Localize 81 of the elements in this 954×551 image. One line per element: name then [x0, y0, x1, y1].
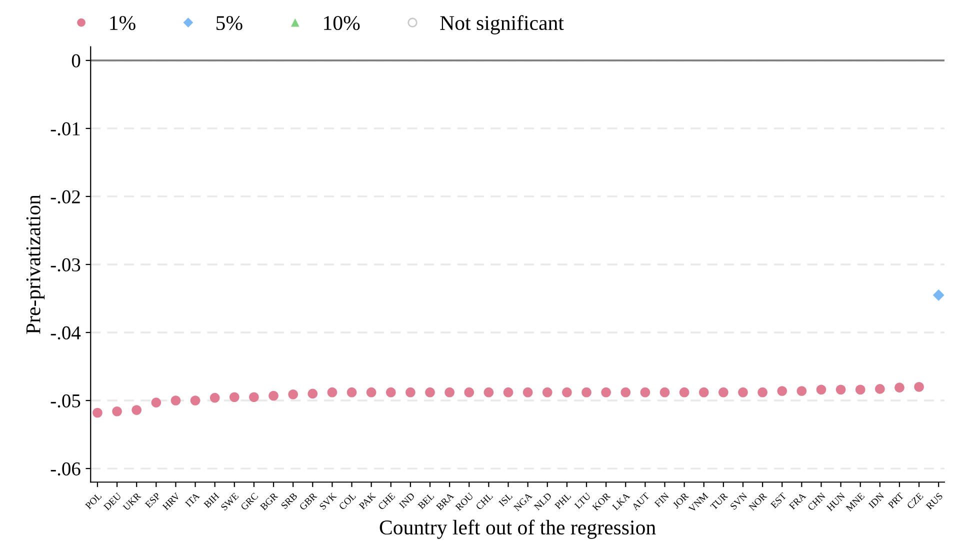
x-tick-label: BEL — [417, 492, 434, 510]
y-tick-label: -.02 — [50, 190, 80, 204]
point — [366, 387, 376, 398]
point — [777, 386, 788, 396]
point — [796, 386, 807, 396]
point — [406, 387, 416, 398]
point — [425, 387, 435, 398]
point — [308, 388, 318, 399]
x-tick-label: LKA — [612, 492, 630, 511]
point — [640, 387, 650, 398]
x-tick-label: SRB — [280, 492, 298, 510]
point — [620, 387, 631, 398]
legend-label: 1% — [110, 16, 136, 30]
point — [522, 387, 533, 398]
y-tick-label: 0 — [72, 54, 80, 68]
point — [855, 384, 866, 395]
x-tick-label: FIN — [654, 492, 670, 508]
x-tick-label: FRA — [788, 492, 806, 510]
point — [288, 389, 298, 400]
point — [875, 384, 885, 394]
x-tick-label: CHL — [475, 492, 494, 510]
point — [718, 387, 728, 398]
x-tick-label: PRT — [888, 492, 904, 509]
y-tick-label: -.01 — [50, 122, 80, 136]
point — [249, 392, 259, 402]
x-tick-label: JOR — [672, 492, 690, 509]
legend-label: Not significant — [440, 15, 564, 34]
point — [464, 387, 474, 398]
y-tick-label: -.06 — [50, 462, 80, 476]
x-tick-label: GBR — [299, 492, 318, 511]
point — [914, 382, 924, 392]
y-tick-label: -.03 — [50, 258, 80, 272]
x-tick-label: COL — [338, 492, 356, 510]
point — [758, 387, 768, 398]
x-tick-label: CHE — [378, 492, 396, 510]
point — [816, 384, 826, 395]
x-tick-label: BRA — [436, 492, 454, 511]
x-axis-title: Country left out of the regression — [380, 520, 656, 539]
point — [582, 387, 592, 398]
x-tick-label: ESP — [144, 492, 161, 508]
point — [660, 387, 670, 398]
point — [562, 387, 572, 398]
point — [503, 387, 514, 398]
point — [112, 406, 122, 416]
point — [151, 398, 162, 408]
point — [601, 387, 611, 398]
x-tick-label: UKR — [122, 492, 142, 512]
x-tick-label: CZE — [906, 492, 924, 510]
x-tick-label: TUR — [710, 492, 728, 510]
point — [170, 396, 181, 406]
point — [444, 387, 454, 398]
y-axis-title: Pre-privatization — [26, 194, 45, 334]
point — [346, 387, 357, 398]
point — [932, 289, 944, 301]
x-tick-label: POL — [84, 492, 102, 510]
point — [542, 387, 552, 398]
x-tick-label: IND — [398, 492, 415, 509]
y-tick-label: -.04 — [50, 326, 81, 340]
x-tick-label: ITA — [184, 492, 200, 508]
point — [836, 384, 846, 395]
point — [679, 387, 690, 398]
point — [268, 390, 278, 401]
point — [92, 408, 102, 418]
x-tick-label: EST — [770, 492, 787, 509]
point — [132, 405, 142, 415]
legend-label: 10% — [324, 16, 360, 30]
x-tick-label: BIH — [203, 492, 220, 508]
point — [190, 396, 200, 406]
point — [894, 382, 904, 392]
point — [210, 392, 220, 403]
point — [738, 387, 748, 398]
x-tick-label: ISL — [498, 492, 513, 507]
point — [698, 387, 709, 398]
y-tick-label: -.05 — [50, 394, 80, 408]
x-tick-label: PHL — [554, 492, 572, 510]
point — [327, 387, 338, 398]
point — [484, 387, 494, 398]
legend-label: 5% — [216, 16, 242, 30]
x-tick-label: IDN — [868, 492, 885, 509]
point — [386, 387, 396, 398]
point — [229, 392, 240, 402]
